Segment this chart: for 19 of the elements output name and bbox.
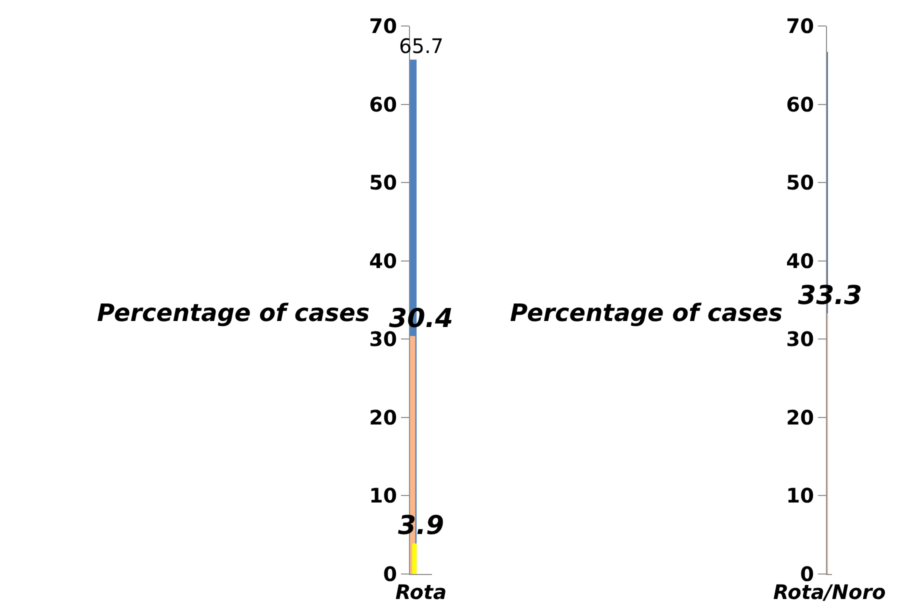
- bar: [412, 543, 417, 574]
- y-tick-label: 50: [369, 170, 397, 195]
- y-tick-label: 10: [786, 484, 814, 508]
- y-tick-label: 60: [786, 92, 814, 116]
- y-tick-label: 20: [369, 405, 397, 430]
- y-tick-label: 60: [369, 92, 397, 116]
- y-tick-label: 20: [786, 405, 814, 430]
- y-tick-label: 70: [786, 14, 814, 38]
- x-tick-label: Rota: [395, 580, 447, 604]
- y-tick-label: 0: [383, 562, 397, 586]
- y-tick-label: 50: [786, 170, 814, 195]
- y-tick-label: 10: [369, 484, 397, 508]
- y-axis-title: Percentage of cases: [510, 299, 783, 327]
- y-tick-label: 70: [369, 14, 397, 38]
- y-axis-title: Percentage of cases: [97, 299, 370, 327]
- y-tick-label: 30: [786, 327, 814, 352]
- y-tick-label: 40: [369, 248, 397, 273]
- y-tick-label: 40: [786, 248, 814, 273]
- data-label: 65.7: [399, 34, 444, 58]
